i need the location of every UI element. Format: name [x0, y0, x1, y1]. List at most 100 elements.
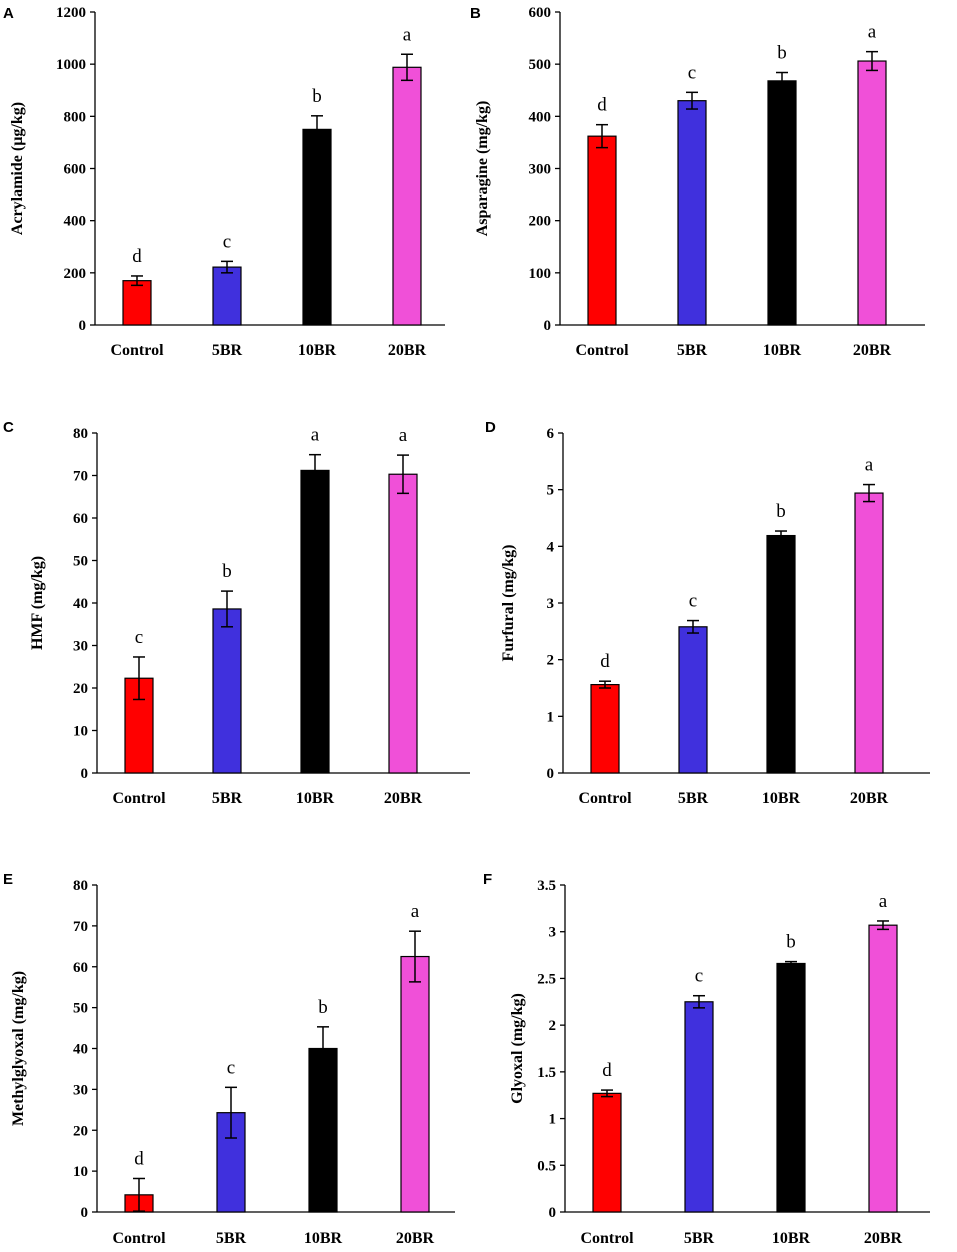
y-tick-label: 800 — [64, 109, 87, 125]
y-tick-label: 2 — [547, 653, 555, 669]
significance-letter: c — [223, 231, 231, 252]
x-category-label: 10BR — [762, 790, 801, 807]
x-category-label: 20BR — [384, 790, 423, 807]
bar-20br — [388, 473, 418, 774]
x-category-label: 5BR — [684, 1230, 715, 1247]
x-category-label: 5BR — [212, 342, 243, 359]
y-tick-label: 400 — [529, 109, 552, 125]
y-tick-label: 1 — [549, 1112, 557, 1128]
panel-letter: B — [470, 5, 481, 22]
x-category-label: 10BR — [772, 1230, 811, 1247]
x-category-label: 20BR — [396, 1230, 435, 1247]
significance-letter: d — [132, 246, 142, 267]
significance-letter: c — [695, 966, 703, 987]
significance-letter: c — [689, 591, 697, 612]
significance-letter: d — [134, 1148, 144, 1169]
bar-10br — [767, 80, 797, 326]
x-category-label: Control — [578, 790, 632, 807]
y-tick-label: 20 — [73, 681, 88, 697]
y-tick-label: 3.5 — [537, 878, 556, 894]
bar-10br — [776, 962, 806, 1213]
y-tick-label: 1 — [547, 709, 555, 725]
y-tick-label: 600 — [529, 5, 552, 21]
y-tick-label: 600 — [64, 162, 87, 178]
y-axis-label: HMF (mg/kg) — [29, 556, 46, 650]
panel-letter: C — [3, 419, 14, 436]
significance-letter: d — [597, 95, 607, 116]
significance-letter: b — [786, 932, 796, 953]
significance-letter: a — [879, 891, 888, 912]
y-tick-label: 100 — [529, 266, 552, 282]
y-tick-label: 2.5 — [537, 971, 556, 987]
bar-control — [592, 1092, 622, 1213]
significance-letter: a — [868, 22, 877, 43]
y-tick-label: 0 — [549, 1205, 557, 1221]
y-tick-label: 30 — [73, 1082, 88, 1098]
significance-letter: d — [600, 651, 610, 672]
y-axis-label: Methylglyoxal (mg/kg) — [10, 971, 27, 1126]
y-tick-label: 6 — [547, 426, 555, 442]
x-category-label: 5BR — [216, 1230, 247, 1247]
y-tick-label: 0 — [544, 318, 552, 334]
y-tick-label: 30 — [73, 639, 88, 655]
y-axis-label: Furfural (mg/kg) — [500, 545, 517, 662]
significance-letter: c — [227, 1057, 235, 1078]
bar-20br — [392, 66, 422, 326]
panel-d: D 0 1 2 3 4 5 6 Furfural (mg/kg) d Control c 5BR b 10B… — [485, 419, 930, 807]
x-category-label: 10BR — [298, 342, 337, 359]
bar-control — [587, 135, 617, 326]
y-tick-label: 60 — [73, 511, 88, 527]
significance-letter: b — [222, 561, 232, 582]
panel-b: B 0 100 200 300 400 500 600 Asparagine (mg/kg) d C… — [470, 5, 925, 359]
significance-letter: a — [411, 901, 420, 922]
bar-5br — [684, 1001, 714, 1213]
bar-control — [590, 683, 620, 774]
panel-f: F 0 0.5 1 1.5 2 2.5 3 3.5 Glyoxal (mg/kg) d Control… — [483, 871, 930, 1247]
y-tick-label: 3 — [549, 925, 557, 941]
y-tick-label: 10 — [73, 724, 88, 740]
x-category-label: Control — [110, 342, 164, 359]
y-tick-label: 40 — [73, 596, 88, 612]
y-tick-label: 0 — [79, 318, 87, 334]
y-tick-label: 0 — [81, 1205, 89, 1221]
x-category-label: 10BR — [763, 342, 802, 359]
x-category-label: Control — [580, 1230, 634, 1247]
significance-letter: c — [135, 627, 143, 648]
significance-letter: a — [865, 455, 874, 476]
bar-5br — [678, 626, 708, 774]
y-tick-label: 400 — [64, 214, 87, 230]
bar-5br — [212, 266, 242, 326]
bar-10br — [302, 128, 332, 326]
x-category-label: 5BR — [678, 790, 709, 807]
significance-letter: b — [777, 43, 787, 64]
x-category-label: 20BR — [864, 1230, 903, 1247]
significance-letter: d — [602, 1060, 612, 1081]
x-category-label: Control — [112, 1230, 166, 1247]
y-tick-label: 1200 — [56, 5, 86, 21]
y-tick-label: 200 — [529, 214, 552, 230]
bar-20br — [400, 955, 430, 1213]
significance-letter: a — [403, 24, 412, 45]
y-axis-label: Glyoxal (mg/kg) — [509, 993, 526, 1104]
x-category-label: 20BR — [850, 790, 889, 807]
y-tick-label: 1.5 — [537, 1065, 556, 1081]
panel-letter: D — [485, 419, 496, 436]
significance-letter: b — [312, 86, 322, 107]
y-tick-label: 40 — [73, 1042, 88, 1058]
bar-10br — [766, 534, 796, 774]
significance-letter: b — [318, 997, 328, 1018]
bar-control — [122, 280, 152, 326]
significance-letter: c — [688, 62, 696, 83]
bar-5br — [677, 100, 707, 326]
x-category-label: 20BR — [388, 342, 427, 359]
panel-letter: A — [3, 5, 14, 22]
bar-5br — [212, 608, 242, 774]
bar-20br — [854, 492, 884, 774]
y-tick-label: 2 — [549, 1018, 557, 1034]
significance-letter: a — [311, 425, 320, 446]
x-category-label: 10BR — [296, 790, 335, 807]
x-category-label: 20BR — [853, 342, 892, 359]
y-tick-label: 1000 — [56, 57, 86, 73]
y-axis-label: Acrylamide (µg/kg) — [9, 102, 26, 235]
